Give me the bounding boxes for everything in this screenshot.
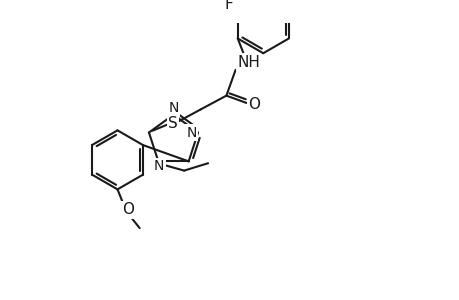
Text: O: O (247, 98, 259, 112)
Text: N: N (168, 101, 178, 115)
Text: S: S (168, 116, 177, 131)
Text: O: O (122, 202, 134, 217)
Text: N: N (186, 125, 196, 140)
Text: F: F (224, 0, 232, 12)
Text: NH: NH (236, 55, 259, 70)
Text: N: N (154, 159, 164, 173)
